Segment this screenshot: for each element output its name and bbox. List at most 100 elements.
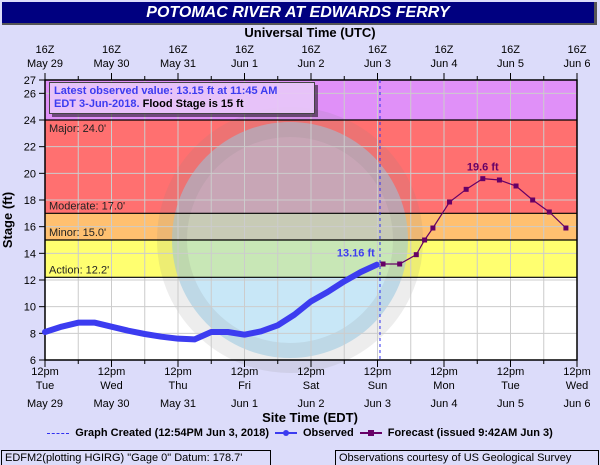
flood-label-action: Action: 12.2' bbox=[49, 264, 109, 276]
y-tick-label: 24 bbox=[24, 115, 36, 127]
observed-point bbox=[42, 329, 48, 335]
chart-title: POTOMAC RIVER AT EDWARDS FERRY bbox=[2, 2, 597, 25]
bottom-tick-time: 12pm bbox=[231, 366, 259, 378]
bottom-tick-time: 12pm bbox=[364, 366, 392, 378]
forecast-point bbox=[447, 199, 453, 205]
bottom-tick-day: Fri bbox=[238, 380, 251, 392]
y-tick-label: 26 bbox=[24, 88, 36, 100]
observed-point bbox=[242, 332, 247, 338]
top-tick-time: 16Z bbox=[302, 44, 321, 56]
top-tick-time: 16Z bbox=[169, 44, 188, 56]
legend-observed-swatch bbox=[274, 428, 297, 438]
forecast-point bbox=[380, 261, 386, 267]
bottom-tick-date: Jun 6 bbox=[564, 398, 591, 410]
top-tick-time: 16Z bbox=[102, 44, 121, 56]
bottom-tick-time: 12pm bbox=[297, 366, 325, 378]
top-tick-time: 16Z bbox=[235, 44, 254, 56]
bottom-tick-day: Thu bbox=[169, 380, 188, 392]
legend: Graph Created (12:54PM Jun 3, 2018) Obse… bbox=[0, 427, 600, 439]
forecast-point bbox=[397, 261, 403, 267]
forecast-point bbox=[496, 177, 502, 183]
legend-forecast: Forecast (issued 9:42AM Jun 3) bbox=[387, 427, 553, 439]
top-tick-date: Jun 6 bbox=[564, 58, 591, 70]
flood-label-minor: Minor: 15.0' bbox=[49, 227, 106, 239]
y-tick-label: 27 bbox=[24, 75, 36, 87]
forecast-point bbox=[530, 197, 536, 203]
legend-created-swatch bbox=[47, 428, 70, 438]
top-tick-time: 16Z bbox=[368, 44, 387, 56]
y-tick-label: 8 bbox=[30, 328, 36, 340]
forecast-point bbox=[413, 252, 419, 258]
info-latest-value: Latest observed value: 13.15 ft at 11:45… bbox=[54, 85, 278, 97]
flood-label-moderate: Moderate: 17.0' bbox=[49, 200, 125, 212]
observed-point bbox=[275, 322, 281, 328]
bottom-tick-date: Jun 3 bbox=[364, 398, 391, 410]
bottom-tick-date: Jun 5 bbox=[497, 398, 524, 410]
observed-point bbox=[125, 328, 131, 334]
flood-label-major: Major: 24.0' bbox=[49, 123, 106, 135]
bottom-tick-day: Tue bbox=[36, 380, 55, 392]
observed-point bbox=[92, 320, 98, 326]
top-tick-date: Jun 5 bbox=[497, 58, 524, 70]
bottom-tick-date: Jun 2 bbox=[298, 398, 325, 410]
info-date: EDT 3-Jun-2018. bbox=[54, 98, 140, 110]
observed-point bbox=[175, 336, 181, 342]
top-tick-time: 16Z bbox=[568, 44, 587, 56]
top-tick-date: Jun 4 bbox=[431, 58, 458, 70]
info-box: Latest observed value: 13.15 ft at 11:45… bbox=[49, 82, 315, 114]
top-tick-date: Jun 2 bbox=[298, 58, 325, 70]
legend-forecast-swatch bbox=[359, 428, 382, 438]
x-axis-label: Site Time (EDT) bbox=[262, 410, 358, 425]
top-tick-time: 16Z bbox=[36, 44, 55, 56]
forecast-point bbox=[513, 183, 519, 189]
forecast-point bbox=[563, 225, 569, 231]
observed-point bbox=[258, 328, 264, 334]
observed-point bbox=[225, 329, 231, 335]
forecast-peak-label: 19.6 ft bbox=[467, 162, 499, 174]
top-axis-label: Universal Time (UTC) bbox=[244, 25, 375, 40]
info-line-2: EDT 3-Jun-2018. Flood Stage is 15 ft bbox=[54, 98, 310, 111]
footer-gauge-info: EDFM2(plotting HGIRG) "Gage 0" Datum: 17… bbox=[1, 450, 271, 465]
top-tick-time: 16Z bbox=[501, 44, 520, 56]
forecast-point bbox=[546, 209, 552, 215]
y-tick-label: 14 bbox=[24, 248, 36, 260]
observed-latest-label: 13.16 ft bbox=[337, 248, 375, 260]
forecast-point bbox=[422, 237, 428, 243]
bottom-tick-time: 12pm bbox=[430, 366, 458, 378]
top-tick-date: Jun 3 bbox=[364, 58, 391, 70]
y-tick-label: 16 bbox=[24, 222, 36, 234]
bottom-tick-time: 12pm bbox=[98, 366, 126, 378]
observed-point bbox=[374, 262, 380, 268]
observed-point bbox=[358, 269, 364, 275]
bottom-tick-day: Mon bbox=[433, 380, 454, 392]
bottom-tick-time: 12pm bbox=[563, 366, 591, 378]
bottom-tick-time: 12pm bbox=[164, 366, 192, 378]
y-tick-label: 12 bbox=[24, 275, 36, 287]
legend-created: Graph Created (12:54PM Jun 3, 2018) bbox=[75, 427, 269, 439]
bottom-tick-date: May 31 bbox=[160, 398, 196, 410]
y-tick-label: 10 bbox=[24, 302, 36, 314]
bottom-tick-day: Tue bbox=[501, 380, 520, 392]
top-tick-date: May 30 bbox=[93, 58, 129, 70]
y-tick-label: 6 bbox=[30, 355, 36, 367]
observed-point bbox=[158, 334, 164, 340]
bottom-tick-date: Jun 4 bbox=[431, 398, 458, 410]
observed-point bbox=[59, 324, 65, 330]
bottom-tick-date: May 30 bbox=[93, 398, 129, 410]
top-tick-date: May 29 bbox=[27, 58, 63, 70]
top-tick-date: Jun 1 bbox=[231, 58, 258, 70]
y-tick-label: 20 bbox=[24, 168, 36, 180]
bottom-tick-time: 12pm bbox=[497, 366, 525, 378]
bottom-tick-day: Sat bbox=[303, 380, 320, 392]
forecast-point bbox=[463, 186, 469, 192]
observed-point bbox=[341, 278, 347, 284]
info-flood-stage: Flood Stage is 15 ft bbox=[142, 98, 244, 110]
observed-point bbox=[291, 312, 297, 318]
bottom-tick-day: Wed bbox=[566, 380, 588, 392]
bottom-tick-time: 12pm bbox=[31, 366, 59, 378]
forecast-point bbox=[480, 176, 486, 182]
y-tick-label: 22 bbox=[24, 142, 36, 154]
observed-point bbox=[325, 289, 331, 295]
